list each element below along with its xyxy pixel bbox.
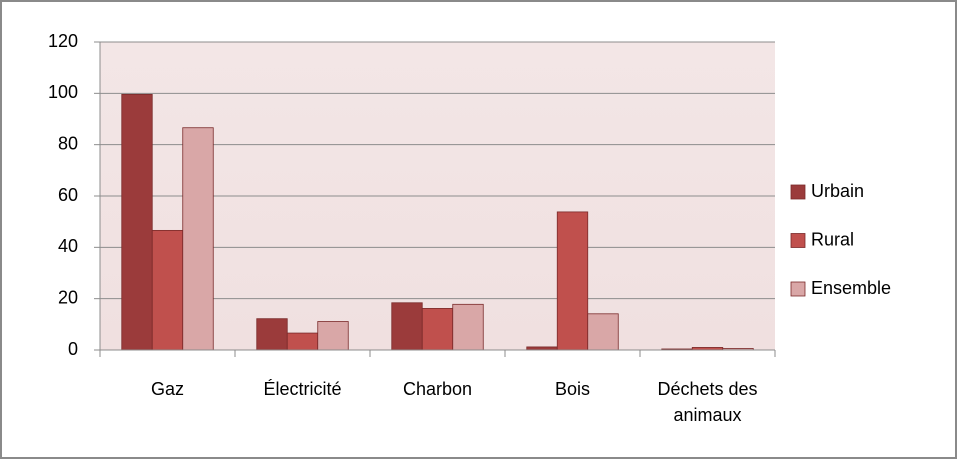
y-tick-label: 100 xyxy=(48,82,78,102)
x-tick-label: Gaz xyxy=(150,379,184,399)
bar xyxy=(151,229,184,351)
bar xyxy=(452,303,484,351)
y-tick-label: 0 xyxy=(68,339,78,359)
legend-label: Ensemble xyxy=(811,278,891,298)
y-tick-label: 80 xyxy=(58,133,78,153)
bar xyxy=(391,302,423,351)
legend-swatch xyxy=(790,233,806,248)
legend-label: Rural xyxy=(811,229,854,249)
bar xyxy=(317,321,349,351)
legend-swatch xyxy=(790,281,806,297)
legend-swatch xyxy=(790,184,806,200)
bar xyxy=(182,127,214,351)
x-tick-label: Charbon xyxy=(402,379,473,399)
bar xyxy=(556,211,589,351)
bar xyxy=(256,318,288,351)
bar xyxy=(587,313,619,351)
bar xyxy=(421,308,454,351)
x-tick-label: Bois xyxy=(554,379,590,399)
y-tick-label: 60 xyxy=(58,185,78,205)
y-tick-label: 40 xyxy=(58,236,78,256)
bar xyxy=(286,332,319,351)
x-tick-label: Électricité xyxy=(263,379,342,399)
x-tick-label: Déchets des animaux xyxy=(657,379,758,425)
y-tick-label: 120 xyxy=(48,31,78,51)
bar xyxy=(121,93,153,351)
legend-label: Urbain xyxy=(811,181,864,201)
y-tick-label: 20 xyxy=(58,287,78,307)
